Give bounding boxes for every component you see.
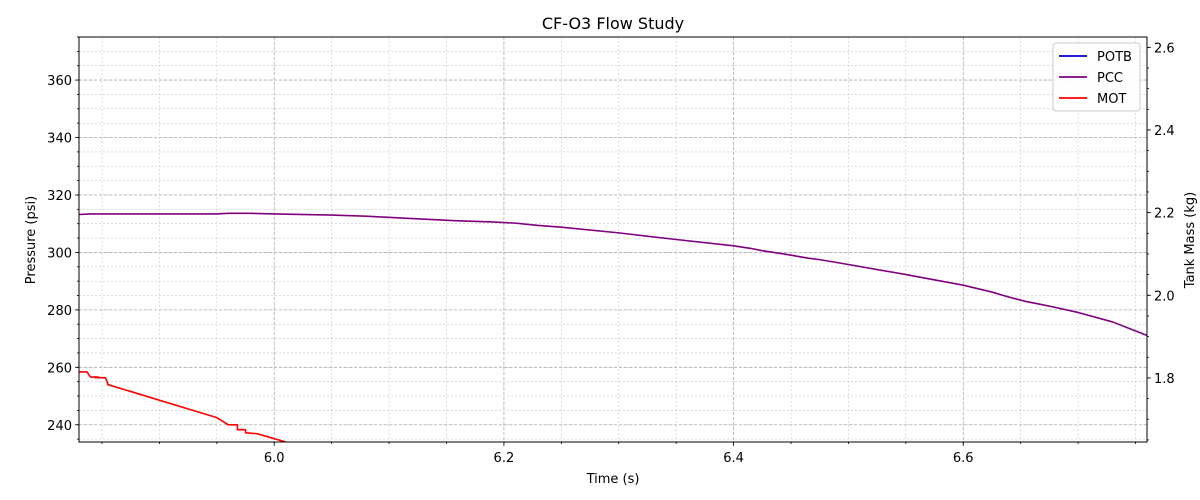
y-axis-title: Pressure (psi) (24, 196, 39, 284)
ticks-layer: 6.0 6.2 6.4 6.6 240 260 280 300 320 340 360 1.8 2.0 2… (47, 36, 1175, 466)
x-axis-title: Time (s) (586, 472, 640, 487)
y2-tick-label: 2.4 (1154, 124, 1175, 139)
y-tick-label: 240 (47, 419, 72, 434)
legend-label-potb: POTB (1097, 50, 1132, 65)
y2-tick-label: 2.2 (1154, 207, 1175, 222)
y-tick-label: 300 (47, 246, 72, 261)
y2-tick-label: 2.6 (1154, 41, 1175, 56)
y2-tick-label: 1.8 (1154, 372, 1175, 387)
x-tick-label: 6.6 (953, 451, 974, 466)
y-tick-label: 320 (47, 189, 72, 204)
y-tick-label: 260 (47, 361, 72, 376)
x-tick-label: 6.4 (723, 451, 744, 466)
y2-tick-label: 2.0 (1154, 289, 1175, 304)
x-tick-label: 6.0 (264, 451, 285, 466)
chart-title: CF-O3 Flow Study (542, 14, 684, 33)
y-tick-label: 340 (47, 132, 72, 147)
major-grid (79, 37, 1147, 442)
series-line-pcc (79, 212, 1147, 337)
y2-axis-title: Tank Mass (kg) (1183, 192, 1198, 289)
y-tick-label: 360 (47, 74, 72, 89)
legend-label-pcc: PCC (1097, 71, 1123, 86)
series-line-mot (79, 371, 286, 442)
series-layer (79, 212, 1147, 442)
legend-label-mot: MOT (1097, 92, 1126, 107)
legend-box (1052, 42, 1141, 112)
x-tick-label: 6.2 (494, 451, 515, 466)
plot-frame (78, 36, 1148, 443)
y-tick-label: 280 (47, 304, 72, 319)
legend: POTB PCC MOT (1052, 42, 1141, 112)
